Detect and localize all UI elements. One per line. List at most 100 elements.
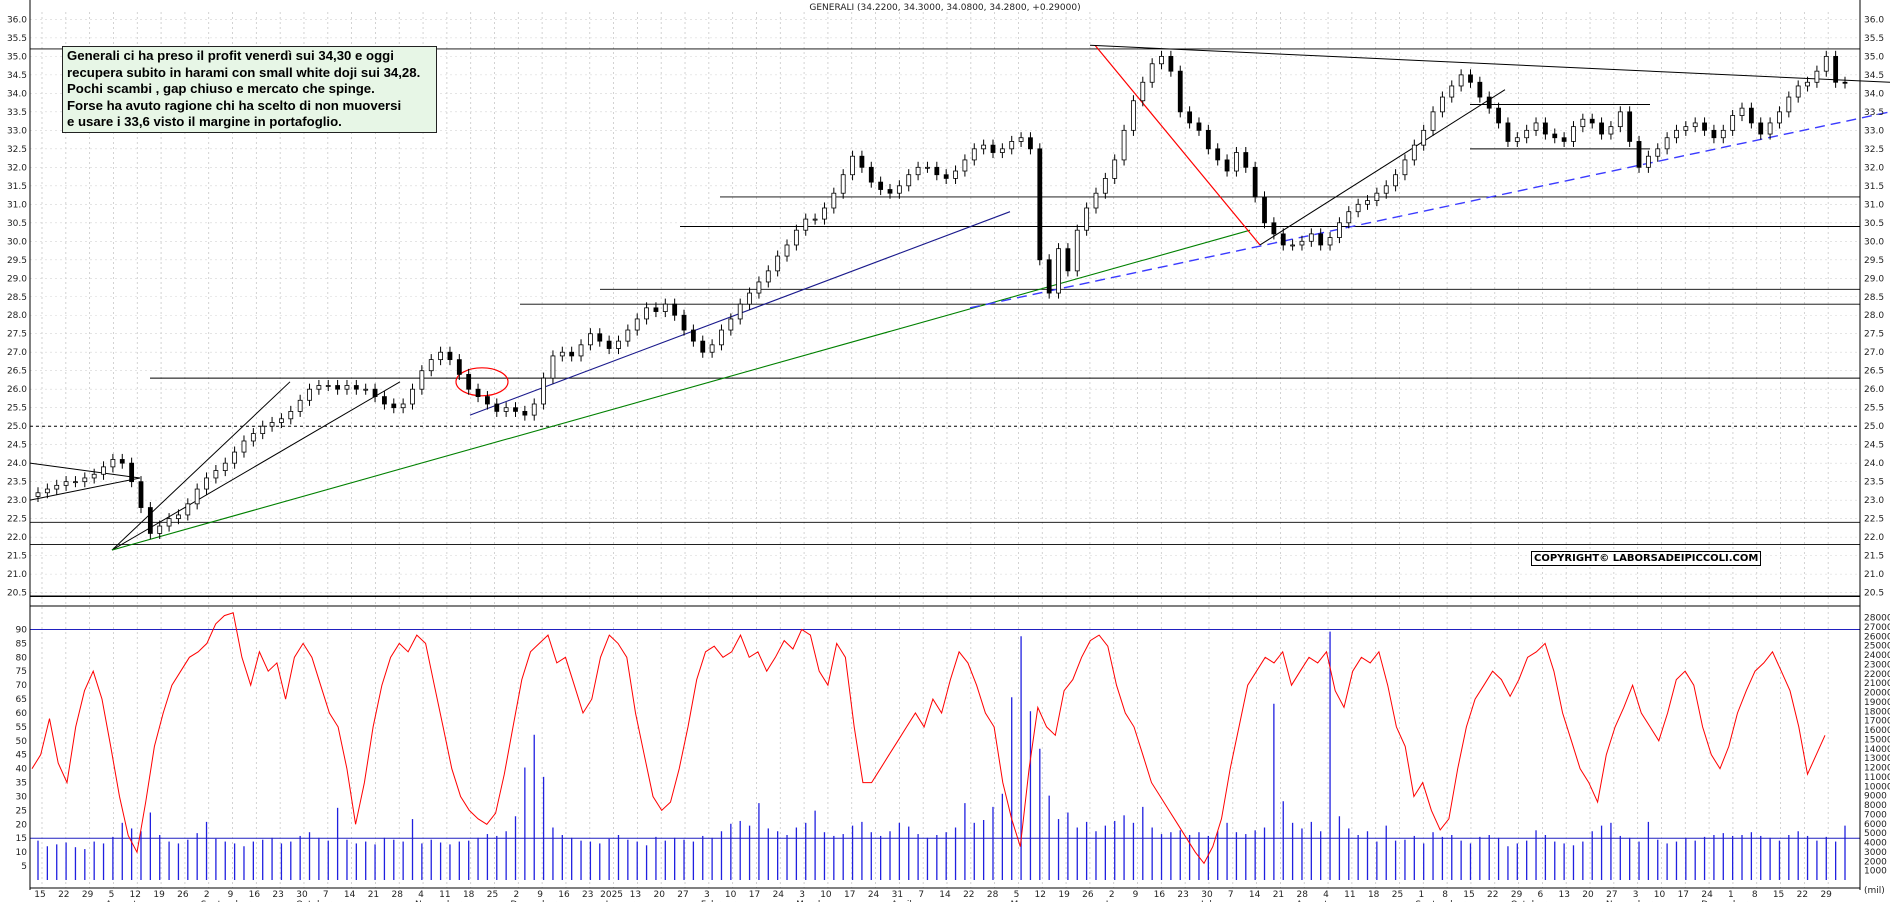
price-tick-label: 21.5 xyxy=(7,552,27,562)
candle-body xyxy=(1262,196,1267,224)
highlight-ellipse xyxy=(455,367,509,397)
price-tick-label: 33.0 xyxy=(1864,126,1884,136)
candle-body xyxy=(1299,240,1305,246)
price-tick-label: 22.0 xyxy=(1864,533,1884,543)
volume-tick-label: 6000 xyxy=(1864,820,1887,830)
candle-body xyxy=(335,385,341,390)
candle-body xyxy=(1533,122,1539,131)
price-tick-label: 20.5 xyxy=(1864,589,1884,599)
date-tick-label: 9 xyxy=(228,890,234,900)
candle-body xyxy=(110,459,116,468)
date-tick-label: 31 xyxy=(892,890,903,900)
candle-body xyxy=(1365,200,1370,205)
candle-body xyxy=(475,388,481,398)
candle-body xyxy=(765,270,771,283)
candle-body xyxy=(616,340,621,349)
trendline xyxy=(111,381,291,551)
candle-body xyxy=(400,403,406,409)
candle-body xyxy=(1636,141,1642,168)
candle-body xyxy=(1571,126,1576,142)
price-tick-label: 31.5 xyxy=(1864,182,1884,192)
volume-tick-label: 20000 xyxy=(1864,689,1890,699)
candle-body xyxy=(915,166,921,176)
candle-body xyxy=(653,307,659,312)
month-tick-label: August xyxy=(105,900,137,902)
date-tick-label: 15 xyxy=(1463,890,1474,900)
price-tick-label: 22.0 xyxy=(7,533,27,543)
commentary-box: Generali ci ha preso il profit venerdì s… xyxy=(62,46,437,133)
price-tick-label: 30.5 xyxy=(1864,219,1884,229)
candle-body xyxy=(44,488,50,494)
volume-tick-label: 1000 xyxy=(1864,867,1887,877)
candle-body xyxy=(194,488,200,505)
candle-body xyxy=(1758,122,1764,135)
volume-unit-label: (mil) xyxy=(1864,886,1885,896)
date-tick-label: 13 xyxy=(630,890,641,900)
candle-body xyxy=(1805,81,1810,87)
candle-body xyxy=(1346,211,1352,224)
osc-tick-label: 5 xyxy=(21,862,27,872)
candle-body xyxy=(91,473,97,479)
candle-body xyxy=(690,329,696,342)
month-tick-label: December xyxy=(510,900,557,902)
date-tick-label: 3 xyxy=(704,890,710,900)
month-tick-label: February xyxy=(701,900,742,902)
price-tick-label: 29.5 xyxy=(7,256,27,266)
candle-body xyxy=(1627,111,1633,142)
candle-body xyxy=(35,492,41,497)
candle-body xyxy=(382,396,387,405)
candle-body xyxy=(119,459,125,464)
candle-body xyxy=(906,174,912,187)
volume-tick-label: 14000 xyxy=(1864,745,1890,755)
volume-tick-label: 7000 xyxy=(1864,810,1887,820)
month-tick-label: March xyxy=(796,900,823,902)
date-tick-label: 22 xyxy=(1797,890,1808,900)
candle-body xyxy=(1449,85,1455,98)
date-tick-label: 29 xyxy=(1820,890,1832,900)
price-tick-label: 36.0 xyxy=(1864,15,1884,25)
price-tick-label: 31.0 xyxy=(7,200,27,210)
candle-body xyxy=(1524,129,1530,139)
date-tick-label: 11 xyxy=(439,890,450,900)
price-tick-label: 32.5 xyxy=(1864,145,1884,155)
osc-tick-label: 45 xyxy=(16,751,27,761)
date-tick-label: 28 xyxy=(1297,890,1309,900)
date-tick-label: 14 xyxy=(1249,890,1261,900)
candle-body xyxy=(1833,55,1839,83)
candle-body xyxy=(962,159,968,172)
candle-body xyxy=(541,377,546,405)
osc-tick-label: 85 xyxy=(16,639,27,649)
candle-body xyxy=(1009,141,1015,150)
commentary-line: Forse ha avuto ragione chi ha scelto di … xyxy=(67,97,402,113)
price-tick-label: 23.5 xyxy=(1864,478,1884,488)
candle-body xyxy=(803,218,809,231)
volume-tick-label: 21000 xyxy=(1864,679,1890,689)
candle-body xyxy=(868,166,874,183)
candle-body xyxy=(859,155,865,168)
candle-body xyxy=(363,388,369,391)
volume-tick-label: 26000 xyxy=(1864,632,1890,642)
candle-body xyxy=(1327,237,1333,246)
volume-tick-label: 10000 xyxy=(1864,782,1890,792)
price-tick-label: 24.5 xyxy=(7,441,27,451)
candle-body xyxy=(662,303,668,312)
month-tick-label: May xyxy=(1010,900,1029,902)
price-tick-label: 24.5 xyxy=(1864,441,1884,451)
candle-body xyxy=(1599,122,1604,135)
candle-body xyxy=(1786,96,1792,113)
candle-body xyxy=(606,340,612,349)
month-tick-label: January xyxy=(605,900,641,902)
candle-body xyxy=(138,481,144,508)
date-tick-label: 27 xyxy=(677,890,688,900)
candle-body xyxy=(503,407,509,412)
price-tick-label: 34.0 xyxy=(1864,89,1884,99)
osc-tick-label: 80 xyxy=(16,653,28,663)
candle-body xyxy=(578,344,584,357)
osc-tick-label: 20 xyxy=(16,820,28,830)
candle-body xyxy=(1337,222,1342,238)
date-tick-label: 26 xyxy=(177,890,189,900)
date-tick-label: 28 xyxy=(987,890,999,900)
candle-body xyxy=(1159,55,1164,65)
candle-body xyxy=(1608,126,1614,135)
date-tick-label: 4 xyxy=(418,890,424,900)
